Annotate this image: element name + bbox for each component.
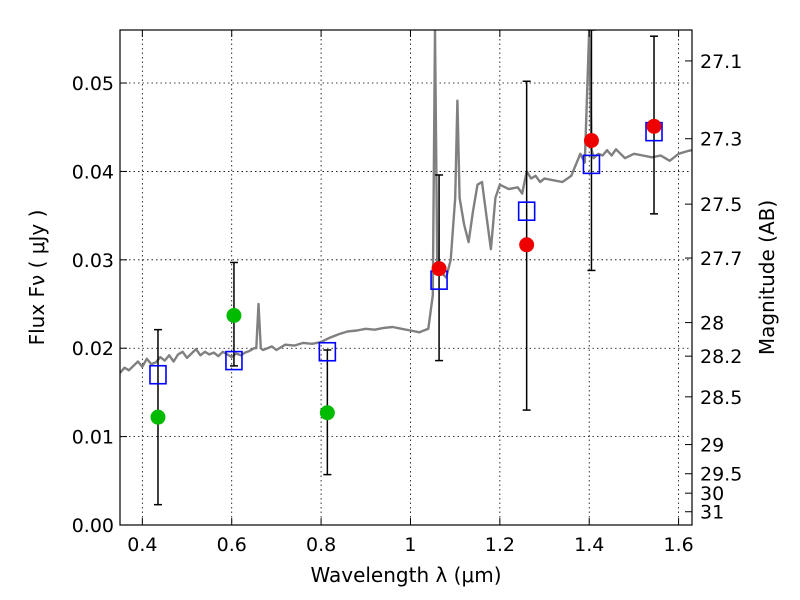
red-data-point — [583, 132, 599, 148]
x-tick-label: 1.4 — [574, 534, 604, 556]
x-axis-label: Wavelength λ (μm) — [310, 563, 501, 587]
x-tick-label: 1.2 — [485, 534, 515, 556]
y-axis-label: Flux Fν ( μJy ) — [25, 210, 49, 346]
error-bar — [587, 30, 596, 272]
green-data-point — [150, 409, 166, 425]
model-band-square — [225, 350, 243, 371]
y2-axis-label: Magnitude (AB) — [755, 200, 779, 355]
y2-tick-label: 27.5 — [700, 194, 742, 216]
y-tick-label: 0.02 — [72, 338, 114, 360]
y2-tick-label: 27.3 — [700, 129, 742, 151]
y2-tick-label: 30 — [700, 483, 724, 505]
x-tick-label: 1 — [404, 534, 416, 556]
spectrum-line — [120, 30, 692, 374]
y-tick-label: 0.05 — [72, 73, 114, 95]
y-tick-label: 0.00 — [72, 515, 114, 537]
x-axis-ticks: 0.4 0.6 0.8 1 1.2 1.4 1.6 — [127, 30, 694, 556]
red-data-point — [646, 118, 662, 134]
model-band-square — [318, 341, 337, 362]
y-tick-label: 0.03 — [72, 250, 114, 272]
y2-tick-label: 28.5 — [700, 387, 742, 409]
y-axis-ticks: 0.00 0.01 0.02 0.03 0.04 0.05 — [72, 73, 127, 537]
model-band-square — [517, 201, 536, 222]
red-data-point — [519, 237, 535, 253]
x-tick-label: 0.4 — [127, 534, 157, 556]
red-data-point — [431, 261, 447, 277]
y-tick-label: 0.04 — [72, 161, 114, 183]
grid-layer — [120, 30, 692, 526]
x-tick-label: 0.8 — [306, 534, 336, 556]
y2-tick-label: 27.1 — [700, 51, 742, 73]
x-tick-label: 1.6 — [663, 534, 693, 556]
errorbar-layer — [153, 30, 659, 506]
green-data-point — [319, 405, 335, 421]
plot-frame — [119, 29, 693, 526]
y2-tick-label: 31 — [700, 502, 724, 524]
y2-tick-label: 28 — [700, 313, 724, 335]
model-band-square — [582, 154, 601, 175]
x-tick-label: 0.6 — [217, 534, 247, 556]
y2-tick-label: 28.2 — [700, 346, 742, 368]
y2-tick-label: 29 — [700, 435, 724, 457]
spectrum-layer — [120, 30, 692, 374]
y2-tick-label: 27.7 — [700, 248, 742, 270]
y-tick-label: 0.01 — [72, 427, 114, 449]
marker-layer — [149, 118, 663, 425]
y2-tick-label: 29.5 — [700, 464, 742, 486]
green-data-point — [226, 308, 242, 324]
model-band-square — [149, 364, 167, 385]
